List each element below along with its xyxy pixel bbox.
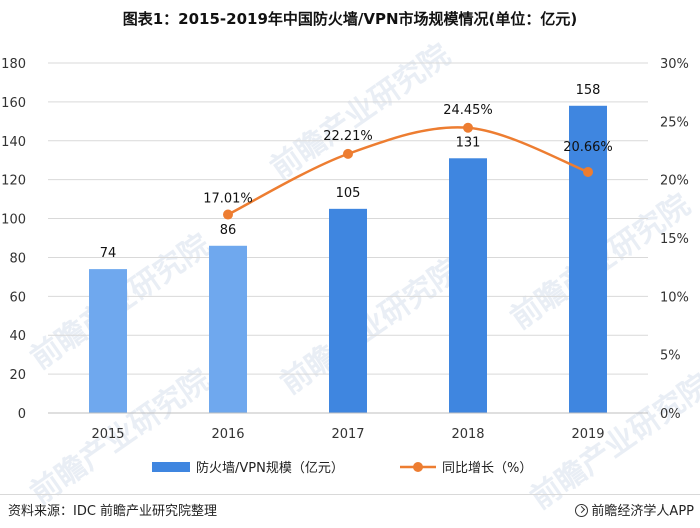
x-tick-label: 2015 (91, 427, 124, 442)
y-right-tick-label: 15% (660, 232, 689, 247)
y-right-tick-label: 10% (660, 290, 689, 305)
y-left-tick-label: 60 (9, 290, 26, 305)
footer-divider (0, 494, 700, 495)
growth-line-series: 17.01% 22.21% 24.45% 20.66% (203, 103, 613, 220)
chart-title: 图表1：2015-2019年中国防火墙/VPN市场规模情况(单位：亿元) (122, 10, 578, 28)
y-left-tick-label: 40 (9, 329, 26, 344)
bar-data-label: 105 (336, 186, 361, 201)
x-tick-label: 2019 (571, 427, 604, 442)
bar-data-label: 74 (100, 246, 117, 261)
y-axis-right: 0% 5% 10% 15% 20% 25% 30% (660, 57, 689, 422)
y-left-tick-label: 100 (1, 213, 26, 228)
growth-data-label: 22.21% (323, 129, 373, 144)
brand-name: 前瞻经济学人APP (591, 504, 694, 519)
bar-2018 (449, 158, 487, 413)
legend-line-label: 同比增长（%） (442, 461, 532, 476)
growth-point-2018 (463, 122, 473, 133)
bar-2016 (209, 245, 247, 413)
y-left-tick-label: 160 (1, 96, 26, 111)
growth-point-2016 (223, 209, 233, 220)
legend-line-marker (413, 462, 423, 472)
bar-2017 (329, 208, 367, 413)
legend: 防火墙/VPN规模（亿元） 同比增长（%） (152, 460, 532, 476)
y-left-tick-label: 20 (9, 368, 26, 383)
y-left-tick-label: 0 (18, 407, 26, 422)
y-right-tick-label: 0% (660, 407, 681, 422)
bar-2019 (569, 105, 607, 414)
source-note: 资料来源：IDC 前瞻产业研究院整理 (8, 504, 218, 519)
x-axis: 2015 2016 2017 2018 2019 (48, 412, 648, 442)
y-left-tick-label: 140 (1, 135, 26, 150)
y-right-tick-label: 20% (660, 174, 689, 189)
x-tick-label: 2017 (331, 427, 364, 442)
y-axis-left: 0 20 40 60 80 100 120 140 160 180 (1, 57, 26, 422)
bar-data-label: 131 (456, 135, 481, 150)
brand-logo-icon (575, 504, 589, 517)
legend-bar-label: 防火墙/VPN规模（亿元） (196, 460, 344, 476)
bar-data-label: 86 (220, 223, 237, 238)
x-tick-label: 2016 (211, 427, 244, 442)
growth-data-label: 20.66% (563, 140, 613, 155)
growth-line-path (227, 126, 589, 216)
bar-2015 (89, 269, 127, 413)
y-right-tick-label: 30% (660, 57, 689, 72)
legend-bar-swatch (152, 462, 190, 472)
y-right-tick-label: 5% (660, 349, 681, 364)
growth-data-label: 17.01% (203, 192, 253, 207)
watermark-text-1: 前瞻产业研究院 (275, 252, 467, 401)
watermark-text-3: 前瞻产业研究院 (265, 37, 457, 186)
x-tick-label: 2018 (451, 427, 484, 442)
y-right-tick-label: 25% (660, 115, 689, 130)
y-left-tick-label: 80 (9, 251, 26, 266)
growth-data-label: 24.45% (443, 103, 493, 118)
y-left-tick-label: 180 (1, 57, 26, 72)
bar-series: 74 86 105 131 158 (89, 83, 607, 414)
bar-data-label: 158 (576, 83, 601, 98)
brand-mark: 前瞻经济学人APP (575, 500, 694, 519)
growth-point-2017 (343, 148, 353, 159)
y-left-tick-label: 120 (1, 174, 26, 189)
growth-point-2019 (583, 166, 593, 177)
